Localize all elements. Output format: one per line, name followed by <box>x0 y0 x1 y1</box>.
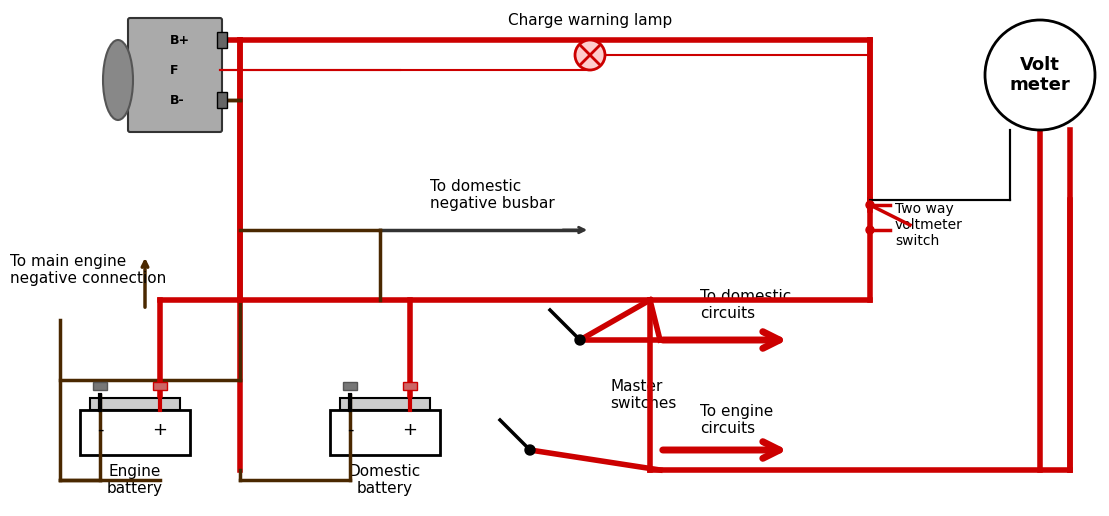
Text: To engine
circuits: To engine circuits <box>700 404 773 436</box>
Text: Volt
meter: Volt meter <box>1009 56 1070 94</box>
Circle shape <box>866 201 874 209</box>
Text: To main engine
negative connection: To main engine negative connection <box>10 254 166 286</box>
Bar <box>217 32 227 48</box>
Text: Two way
voltmeter
switch: Two way voltmeter switch <box>895 202 963 248</box>
Text: Charge warning lamp: Charge warning lamp <box>508 12 672 27</box>
Text: B+: B+ <box>170 34 190 46</box>
Circle shape <box>866 226 874 234</box>
Bar <box>403 382 417 390</box>
Bar <box>340 398 430 410</box>
Text: To domestic
negative busbar: To domestic negative busbar <box>430 179 554 211</box>
Text: F: F <box>170 63 179 76</box>
Text: -: - <box>96 421 103 439</box>
Text: B-: B- <box>170 93 184 106</box>
Bar <box>330 410 440 455</box>
Text: Engine
battery: Engine battery <box>106 464 163 496</box>
Text: Master
switches: Master switches <box>610 379 676 411</box>
Bar <box>90 398 180 410</box>
Bar <box>80 410 190 455</box>
Bar <box>153 382 167 390</box>
Text: To domestic
circuits: To domestic circuits <box>700 289 791 321</box>
Text: -: - <box>347 421 354 439</box>
Circle shape <box>985 20 1095 130</box>
Bar <box>93 382 106 390</box>
FancyBboxPatch shape <box>128 18 222 132</box>
Ellipse shape <box>103 40 133 120</box>
Bar <box>343 382 357 390</box>
Text: +: + <box>403 421 417 439</box>
Text: +: + <box>153 421 167 439</box>
Circle shape <box>525 445 535 455</box>
Text: Domestic
battery: Domestic battery <box>349 464 421 496</box>
Bar <box>217 92 227 108</box>
Circle shape <box>574 335 586 345</box>
Circle shape <box>574 40 606 70</box>
